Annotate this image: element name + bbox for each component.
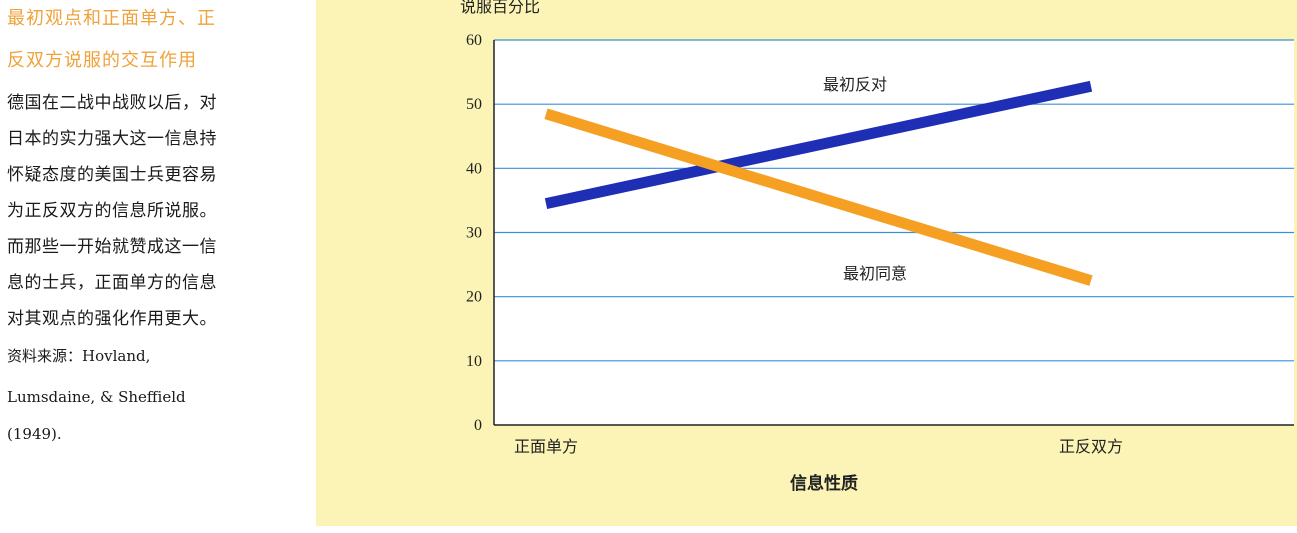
y-tick-label: 30 [466,225,482,242]
figure-caption: 最初观点和正面单方、正 反双方说服的交互作用 德国在二战中战败以后，对 日本的实… [0,0,300,533]
series-label-1: 最初反对 [823,75,887,94]
caption-source-line-3: (1949). [7,425,62,443]
caption-body-line-1: 德国在二战中战败以后，对 [7,93,217,113]
y-axis-label: 说服百分比 [460,0,540,16]
chart-panel: 说服百分比 0 10 20 30 40 50 60 正面单方 正反双方 最初反对最初同意 信息… [316,0,1297,526]
x-tick-label: 正反双方 [1059,437,1123,456]
x-axis-label: 信息性质 [790,473,858,494]
y-tick-label: 60 [466,32,482,49]
caption-body-line-6: 息的士兵，正面单方的信息 [7,273,217,293]
y-tick-label: 20 [466,289,482,306]
gridlines [493,39,1294,426]
y-tick-label: 0 [474,417,482,434]
y-tick-label: 50 [466,96,482,113]
y-axis-ticks: 0 10 20 30 40 50 60 [466,32,482,434]
series-line-1 [544,80,1093,210]
caption-body-line-5: 而那些一开始就赞成这一信 [7,237,217,257]
series-label-2: 最初同意 [843,264,907,283]
caption-source-line-1: 资料来源：Hovland, [7,347,151,365]
caption-body-line-2: 日本的实力强大这一信息持 [7,129,217,149]
caption-title-line-2: 反双方说服的交互作用 [7,50,197,71]
caption-body-line-7: 对其观点的强化作用更大。 [7,309,217,329]
y-tick-label: 40 [466,160,482,177]
caption-title-line-1: 最初观点和正面单方、正 [7,8,216,29]
y-tick-label: 10 [466,353,482,370]
caption-source-line-2: Lumsdaine, & Sheffield [7,388,186,406]
series-line-2 [544,108,1093,286]
x-tick-label: 正面单方 [514,437,578,456]
x-axis-ticks: 正面单方 正反双方 [514,437,1123,456]
caption-body-line-4: 为正反双方的信息所说服。 [7,201,217,221]
series-lines [544,80,1093,286]
caption-body-line-3: 怀疑态度的美国士兵更容易 [7,165,217,185]
